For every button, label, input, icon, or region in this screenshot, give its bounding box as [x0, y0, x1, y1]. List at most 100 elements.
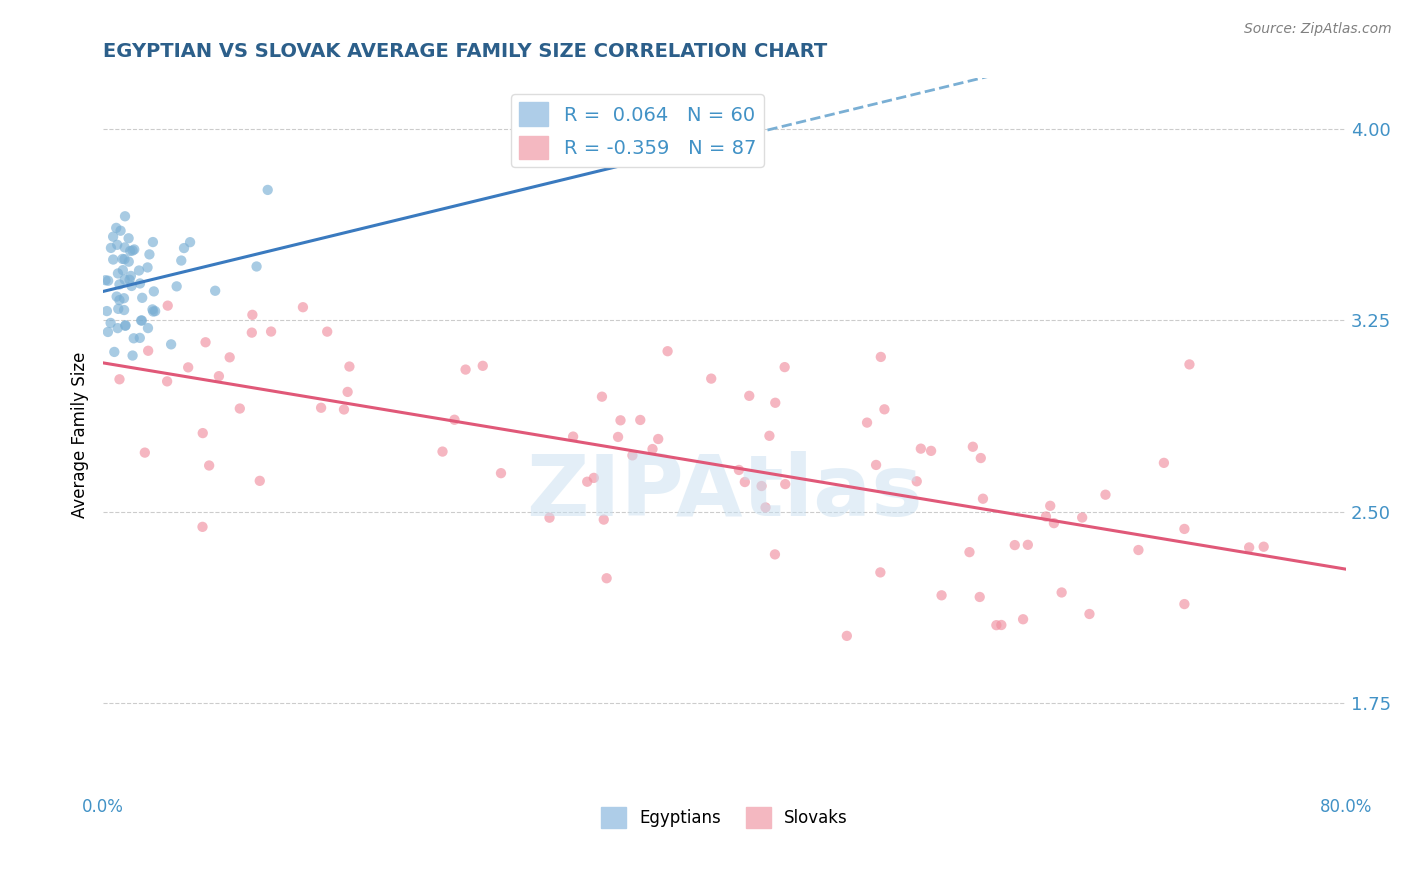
Point: [734, 475, 756, 489]
Point: [121, 244, 143, 258]
Point: [986, 618, 1008, 632]
Point: [336, 384, 359, 399]
Point: [118, 254, 141, 268]
Point: [1128, 543, 1150, 558]
Point: [141, 302, 163, 317]
Point: [191, 426, 214, 441]
Point: [97, 274, 120, 288]
Point: [120, 268, 142, 283]
Point: [1017, 538, 1039, 552]
Point: [835, 629, 858, 643]
Point: [591, 390, 613, 404]
Point: [114, 209, 136, 223]
Point: [103, 252, 125, 267]
Point: [118, 273, 141, 287]
Point: [582, 471, 605, 485]
Point: [108, 372, 131, 386]
Point: [114, 252, 136, 267]
Point: [700, 371, 723, 385]
Point: [129, 277, 152, 291]
Point: [291, 300, 314, 314]
Point: [738, 389, 761, 403]
Point: [910, 442, 932, 456]
Point: [1153, 456, 1175, 470]
Point: [136, 321, 159, 335]
Point: [931, 588, 953, 602]
Point: [128, 331, 150, 345]
Point: [191, 520, 214, 534]
Point: [121, 349, 143, 363]
Point: [114, 318, 136, 333]
Point: [905, 475, 928, 489]
Point: [96, 304, 118, 318]
Point: [728, 463, 751, 477]
Point: [105, 237, 128, 252]
Point: [972, 491, 994, 506]
Point: [156, 299, 179, 313]
Point: [134, 445, 156, 459]
Point: [138, 247, 160, 261]
Point: [177, 360, 200, 375]
Point: [1253, 540, 1275, 554]
Point: [260, 325, 283, 339]
Point: [869, 350, 891, 364]
Point: [628, 413, 651, 427]
Point: [240, 308, 263, 322]
Point: [647, 432, 669, 446]
Point: [339, 359, 361, 374]
Point: [111, 252, 134, 266]
Point: [218, 351, 240, 365]
Point: [156, 375, 179, 389]
Point: [240, 326, 263, 340]
Point: [100, 316, 122, 330]
Point: [142, 285, 165, 299]
Point: [107, 301, 129, 316]
Point: [1043, 516, 1066, 531]
Point: [128, 263, 150, 277]
Point: [194, 335, 217, 350]
Point: [562, 429, 585, 443]
Point: [970, 450, 993, 465]
Point: [229, 401, 252, 416]
Point: [166, 279, 188, 293]
Point: [754, 500, 776, 515]
Point: [170, 253, 193, 268]
Point: [333, 402, 356, 417]
Point: [873, 402, 896, 417]
Point: [990, 618, 1012, 632]
Legend: Egyptians, Slovaks: Egyptians, Slovaks: [595, 801, 855, 834]
Point: [112, 291, 135, 305]
Point: [110, 224, 132, 238]
Point: [432, 444, 454, 458]
Point: [103, 345, 125, 359]
Point: [208, 369, 231, 384]
Point: [1012, 612, 1035, 626]
Point: [856, 416, 879, 430]
Point: [758, 429, 780, 443]
Text: ZIPAtlas: ZIPAtlas: [526, 450, 922, 533]
Point: [117, 231, 139, 245]
Point: [179, 235, 201, 250]
Point: [443, 413, 465, 427]
Point: [309, 401, 332, 415]
Point: [131, 313, 153, 327]
Point: [108, 293, 131, 307]
Text: Source: ZipAtlas.com: Source: ZipAtlas.com: [1244, 22, 1392, 37]
Point: [136, 343, 159, 358]
Point: [142, 235, 165, 249]
Point: [173, 241, 195, 255]
Point: [763, 548, 786, 562]
Point: [1173, 597, 1195, 611]
Point: [142, 304, 165, 318]
Point: [595, 571, 617, 585]
Point: [108, 277, 131, 292]
Point: [198, 458, 221, 473]
Y-axis label: Average Family Size: Average Family Size: [72, 352, 89, 518]
Point: [641, 442, 664, 456]
Point: [131, 291, 153, 305]
Point: [136, 260, 159, 275]
Point: [105, 220, 128, 235]
Point: [1035, 509, 1057, 524]
Point: [121, 279, 143, 293]
Point: [959, 545, 981, 559]
